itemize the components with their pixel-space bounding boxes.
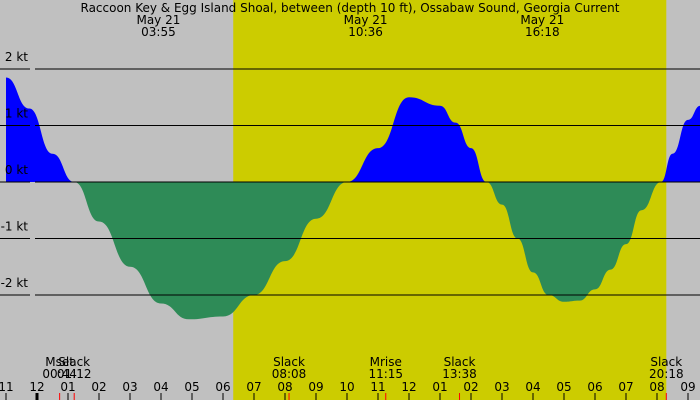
y-tick-label: 1 kt [5,107,28,121]
x-tick-label: 02 [463,380,478,394]
x-tick-label: 01 [432,380,447,394]
x-tick-label: 01 [60,380,75,394]
x-tick-label: 11 [370,380,385,394]
bottom-events: Mset00:44Slack01:12Slack08:08Mrise11:15S… [42,355,684,400]
plot-area [6,77,700,320]
x-tick-label: 03 [122,380,137,394]
gridlines [0,68,700,296]
y-tick-label: -1 kt [1,220,29,234]
x-tick-label: 05 [556,380,571,394]
x-tick-label: 12 [29,380,44,394]
y-tick-label: 0 kt [5,163,28,177]
x-tick-label: 11 [0,380,14,394]
bottom-event-time: 11:15 [368,367,403,381]
bottom-event-label: Slack [650,355,682,369]
x-tick-label: 07 [618,380,633,394]
header-event-date: May 21 [344,13,388,27]
y-tick-label: -2 kt [1,276,29,290]
x-tick-label: 08 [649,380,664,394]
x-tick-label: 10 [339,380,354,394]
x-tick-label: 05 [184,380,199,394]
bottom-event-time: 08:08 [272,367,307,381]
header-event-date: May 21 [520,13,564,27]
bottom-event-time: 13:38 [442,367,477,381]
x-tick-label: 03 [494,380,509,394]
chart-title: Raccoon Key & Egg Island Shoal, between … [81,1,620,15]
x-tick-label: 06 [215,380,230,394]
bottom-event-label: Slack [273,355,305,369]
x-axis: 11 12 01 02 03 04 05 06 07 08 09 10 11 12 01 02 03 04 05 06… [0,380,696,400]
x-tick-label: 02 [91,380,106,394]
bottom-event-label: Mrise [370,355,402,369]
header-event-time: 03:55 [141,25,176,39]
y-tick-label: 2 kt [5,50,28,64]
bottom-event-label: Slack [58,355,90,369]
ebb-area [6,182,700,320]
header-event-date: May 21 [136,13,180,27]
bottom-event-time: 01:12 [57,367,92,381]
bottom-event-label: Slack [444,355,476,369]
x-tick-label: 08 [277,380,292,394]
x-tick-label: 09 [680,380,695,394]
bottom-event-label: Mset [45,355,74,369]
x-tick-label: 07 [246,380,261,394]
bottom-event-time: 00:44 [42,367,77,381]
chart-header: Raccoon Key & Egg Island Shoal, between … [81,1,620,15]
header-event-time: 10:36 [348,25,383,39]
header-event-time: 16:18 [525,25,560,39]
x-tick-label: 06 [587,380,602,394]
x-tick-label: 12 [401,380,416,394]
x-tick-label: 04 [153,380,168,394]
bottom-event-time: 20:18 [649,367,684,381]
x-tick-label: 09 [308,380,323,394]
x-tick-label: 04 [525,380,540,394]
y-axis: 2 kt 1 kt 0 kt -1 kt -2 kt [1,50,29,290]
